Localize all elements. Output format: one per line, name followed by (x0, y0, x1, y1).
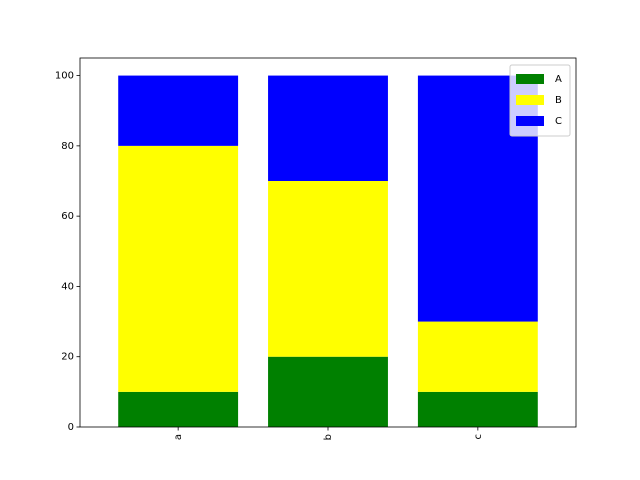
y-tick-label: 60 (61, 211, 74, 222)
legend-swatch (516, 116, 544, 126)
legend-label: A (555, 74, 562, 85)
legend-label: C (555, 116, 562, 127)
bar-segment (417, 391, 538, 427)
y-tick-label: 0 (68, 422, 74, 433)
y-tick-label: 40 (61, 281, 74, 292)
bar-segment (118, 145, 239, 392)
bar-segment (118, 75, 239, 146)
legend: ABC (509, 64, 571, 137)
bar-segment (417, 321, 538, 392)
y-tick-label: 20 (61, 352, 74, 363)
legend-swatch (516, 74, 544, 84)
x-tick-label: a (173, 434, 184, 440)
legend-label: B (555, 95, 562, 106)
bar-segment (268, 75, 388, 181)
bar-segment (118, 391, 239, 427)
axes-frame (79, 57, 577, 428)
bar-segment (268, 356, 388, 427)
x-tick-label: c (473, 434, 484, 440)
legend-swatch (516, 95, 544, 105)
x-tick-label: b (323, 434, 334, 440)
y-tick-label: 80 (61, 141, 74, 152)
bar-segment (268, 181, 388, 357)
y-tick-label: 100 (55, 71, 74, 82)
